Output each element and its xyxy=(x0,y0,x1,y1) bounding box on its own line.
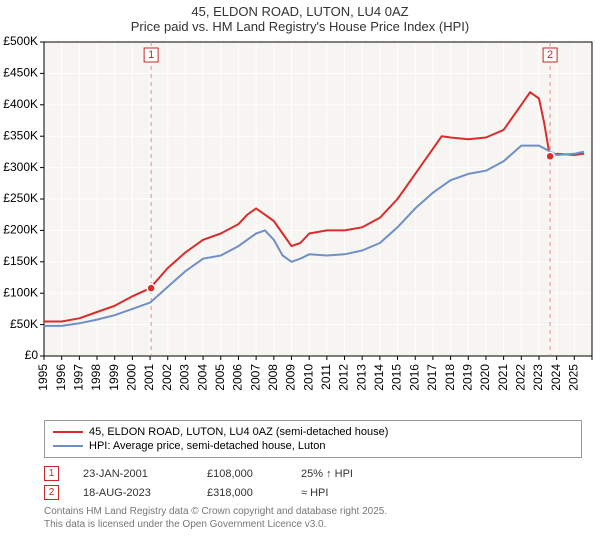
sale-hpi-delta: 25% ↑ HPI xyxy=(301,468,391,480)
svg-text:2007: 2007 xyxy=(248,364,262,391)
legend-item: HPI: Average price, semi-detached house,… xyxy=(53,439,573,453)
svg-text:2025: 2025 xyxy=(566,364,580,391)
chart-container: £0 £50K £100K £150K £200K £250K £300K £350K £400… xyxy=(0,36,600,416)
svg-text:2006: 2006 xyxy=(231,364,245,391)
svg-text:2010: 2010 xyxy=(301,364,315,391)
svg-text:2011: 2011 xyxy=(319,364,333,390)
footer-line-2: This data is licensed under the Open Gov… xyxy=(44,519,582,532)
svg-text:£50K: £50K xyxy=(10,317,38,331)
svg-text:1999: 1999 xyxy=(107,364,121,391)
footer-attribution: Contains HM Land Registry data © Crown c… xyxy=(44,506,582,531)
svg-text:£500K: £500K xyxy=(3,36,38,48)
svg-text:1: 1 xyxy=(148,49,154,61)
svg-text:2014: 2014 xyxy=(372,364,386,391)
svg-text:£100K: £100K xyxy=(3,285,38,299)
svg-text:2020: 2020 xyxy=(478,364,492,391)
footer-line-1: Contains HM Land Registry data © Crown c… xyxy=(44,506,582,519)
title-line-2: Price paid vs. HM Land Registry's House … xyxy=(0,19,600,34)
sale-row: 1 23-JAN-2001 £108,000 25% ↑ HPI xyxy=(44,464,582,483)
svg-text:2005: 2005 xyxy=(213,364,227,391)
legend-swatch xyxy=(53,431,83,433)
sales-table: 1 23-JAN-2001 £108,000 25% ↑ HPI 2 18-AU… xyxy=(44,464,582,502)
legend-item: 45, ELDON ROAD, LUTON, LU4 0AZ (semi-det… xyxy=(53,425,573,439)
svg-text:2024: 2024 xyxy=(549,364,563,391)
svg-text:£150K: £150K xyxy=(3,254,38,268)
sale-hpi-delta: ≈ HPI xyxy=(301,487,391,499)
svg-text:2004: 2004 xyxy=(195,364,209,391)
svg-text:2019: 2019 xyxy=(460,364,474,391)
sale-date: 18-AUG-2023 xyxy=(83,487,183,499)
legend-label: HPI: Average price, semi-detached house,… xyxy=(89,440,325,452)
sale-price: £318,000 xyxy=(207,487,277,499)
sale-date: 23-JAN-2001 xyxy=(83,468,183,480)
svg-text:2012: 2012 xyxy=(337,364,351,391)
svg-text:£450K: £450K xyxy=(3,66,38,80)
svg-text:£350K: £350K xyxy=(3,128,38,142)
line-chart: £0 £50K £100K £150K £200K £250K £300K £350K £400… xyxy=(0,36,600,416)
svg-text:2008: 2008 xyxy=(266,364,280,391)
svg-text:£400K: £400K xyxy=(3,97,38,111)
svg-text:1998: 1998 xyxy=(89,364,103,391)
legend-swatch xyxy=(53,445,83,447)
svg-text:2017: 2017 xyxy=(425,364,439,391)
sale-marker-badge: 2 xyxy=(44,485,59,500)
svg-text:2013: 2013 xyxy=(354,364,368,391)
sale-marker-badge: 1 xyxy=(44,466,59,481)
svg-text:2002: 2002 xyxy=(160,364,174,391)
svg-text:1995: 1995 xyxy=(36,364,50,391)
title-line-1: 45, ELDON ROAD, LUTON, LU4 0AZ xyxy=(0,4,600,19)
svg-text:2021: 2021 xyxy=(496,364,510,391)
svg-text:£0: £0 xyxy=(25,348,39,362)
svg-text:2018: 2018 xyxy=(443,364,457,391)
svg-text:1997: 1997 xyxy=(72,364,86,391)
svg-text:£300K: £300K xyxy=(3,160,38,174)
svg-text:£250K: £250K xyxy=(3,191,38,205)
chart-title: 45, ELDON ROAD, LUTON, LU4 0AZ Price pai… xyxy=(0,0,600,36)
sale-row: 2 18-AUG-2023 £318,000 ≈ HPI xyxy=(44,483,582,502)
legend-label: 45, ELDON ROAD, LUTON, LU4 0AZ (semi-det… xyxy=(89,426,388,438)
svg-text:2001: 2001 xyxy=(142,364,156,391)
svg-text:2023: 2023 xyxy=(531,364,545,391)
svg-text:2: 2 xyxy=(547,49,553,61)
svg-text:2022: 2022 xyxy=(513,364,527,391)
svg-text:2003: 2003 xyxy=(178,364,192,391)
sale-price: £108,000 xyxy=(207,468,277,480)
svg-text:1996: 1996 xyxy=(54,364,68,391)
svg-text:2009: 2009 xyxy=(284,364,298,391)
svg-text:2015: 2015 xyxy=(390,364,404,391)
svg-text:2016: 2016 xyxy=(407,364,421,391)
legend-box: 45, ELDON ROAD, LUTON, LU4 0AZ (semi-det… xyxy=(44,420,582,458)
svg-text:2000: 2000 xyxy=(125,364,139,391)
svg-text:£200K: £200K xyxy=(3,223,38,237)
